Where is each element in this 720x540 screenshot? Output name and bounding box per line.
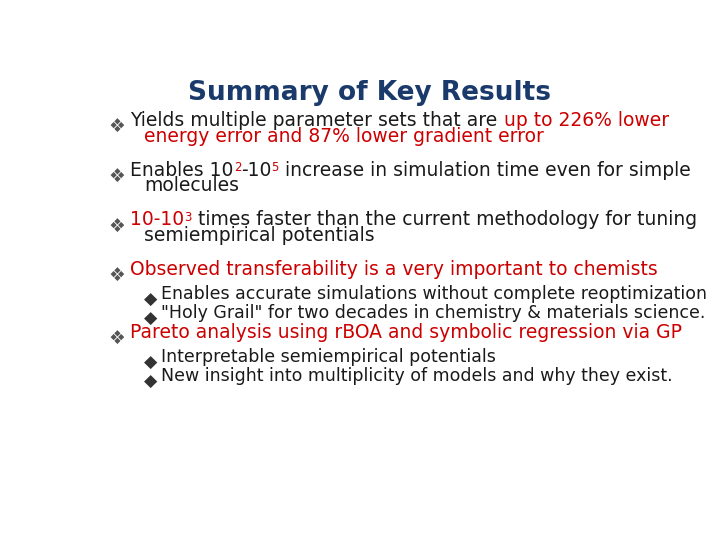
Text: ❖: ❖	[109, 117, 125, 136]
Text: molecules: molecules	[144, 177, 239, 195]
Text: 3: 3	[184, 211, 192, 224]
Text: "Holy Grail" for two decades in chemistry & materials science.: "Holy Grail" for two decades in chemistr…	[161, 304, 706, 322]
Text: ❖: ❖	[109, 329, 125, 348]
Text: energy error and 87% lower gradient error: energy error and 87% lower gradient erro…	[144, 127, 544, 146]
Text: Enables accurate simulations without complete reoptimization: Enables accurate simulations without com…	[161, 285, 707, 303]
Text: up to 226% lower: up to 226% lower	[503, 111, 669, 130]
Text: 2: 2	[234, 161, 241, 174]
Text: 10-10: 10-10	[130, 210, 184, 230]
Text: increase in simulation time even for simple: increase in simulation time even for sim…	[279, 161, 690, 180]
Text: Yields multiple parameter sets that are: Yields multiple parameter sets that are	[130, 111, 503, 130]
Text: times faster than the current methodology for tuning: times faster than the current methodolog…	[192, 210, 697, 230]
Text: 5: 5	[271, 161, 279, 174]
Text: -10: -10	[241, 161, 271, 180]
Text: ❖: ❖	[109, 167, 125, 186]
Text: ◆: ◆	[144, 354, 158, 372]
Text: ❖: ❖	[109, 266, 125, 285]
Text: ◆: ◆	[144, 291, 158, 309]
Text: ◆: ◆	[144, 310, 158, 328]
Text: ❖: ❖	[109, 217, 125, 235]
Text: Interpretable semiempirical potentials: Interpretable semiempirical potentials	[161, 348, 496, 366]
Text: Summary of Key Results: Summary of Key Results	[187, 80, 551, 106]
Text: semiempirical potentials: semiempirical potentials	[144, 226, 375, 245]
Text: Enables 10: Enables 10	[130, 161, 234, 180]
Text: New insight into multiplicity of models and why they exist.: New insight into multiplicity of models …	[161, 367, 672, 386]
Text: Pareto analysis using rBOA and symbolic regression via GP: Pareto analysis using rBOA and symbolic …	[130, 323, 683, 342]
Text: Observed transferability is a very important to chemists: Observed transferability is a very impor…	[130, 260, 658, 279]
Text: ◆: ◆	[144, 373, 158, 391]
